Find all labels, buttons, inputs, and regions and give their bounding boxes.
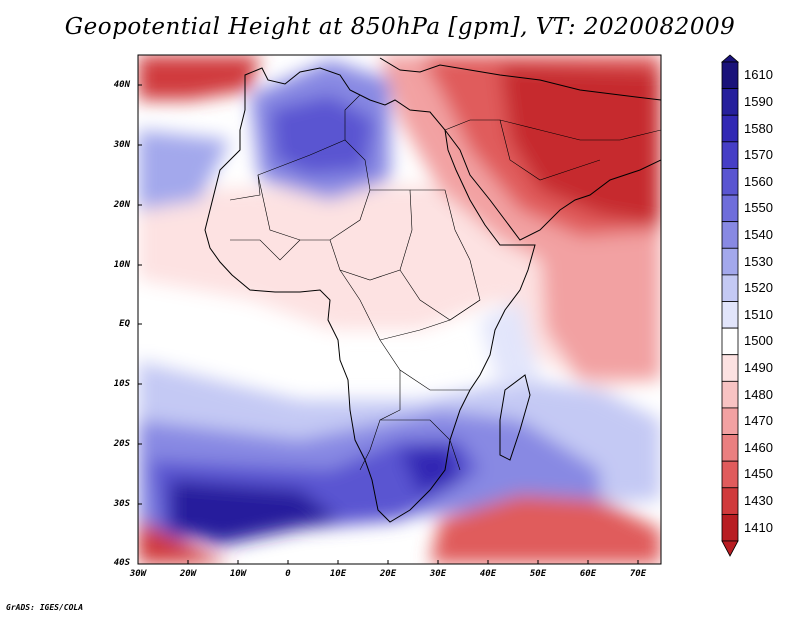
colorbar-label: 1590: [744, 93, 773, 109]
colorbar-label: 1430: [744, 493, 773, 509]
colorbar: [720, 54, 740, 557]
colorbar-box: [721, 354, 739, 382]
colorbar-box: [721, 88, 739, 116]
lat-label-10n: 10N: [113, 260, 130, 270]
colorbar-box: [721, 327, 739, 356]
lat-label-30s: 30S: [113, 499, 130, 509]
colorbar-label: 1580: [744, 120, 773, 136]
atlantic-blue: [138, 130, 230, 210]
lat-label-20n: 20N: [113, 200, 130, 210]
lat-label-40n: 40N: [113, 80, 130, 90]
colorbar-label: 1550: [744, 200, 773, 216]
colorbar-label: 1410: [744, 519, 773, 535]
colorbar-box: [721, 141, 739, 169]
indian-ocean-pink: [540, 230, 661, 380]
madagascar: [499, 374, 531, 461]
colorbar-label: 1500: [744, 333, 773, 349]
colorbar-box: [721, 247, 739, 276]
colorbar-label: 1560: [744, 173, 773, 189]
lon-label-10w: 10W: [229, 569, 247, 579]
lat-label-eq: EQ: [119, 319, 130, 329]
colorbar-box: [721, 380, 739, 409]
coastlines: [204, 57, 661, 523]
south-africa-high: [400, 445, 460, 495]
southern-trough-east: [430, 495, 661, 564]
colorbar-box: [721, 221, 739, 249]
colorbar-box: [721, 434, 739, 462]
grads-credit: GrADS: IGES/COLA: [6, 603, 84, 612]
borders: [229, 94, 661, 471]
east-africa-lightblue: [480, 300, 540, 390]
colorbar-box: [721, 168, 739, 196]
lon-label-50e: 50E: [529, 569, 547, 579]
colorbar-label: 1540: [744, 226, 773, 242]
south-atlantic-high-core: [170, 480, 340, 545]
lon-label-20e: 20E: [379, 569, 397, 579]
africa-coast: [204, 67, 536, 523]
lon-label-60e: 60E: [579, 569, 597, 579]
lon-label-10e: 10E: [329, 569, 347, 579]
colorbar-label: 1470: [744, 413, 773, 429]
colorbar-label: 1480: [744, 386, 773, 402]
colorbar-box: [721, 513, 739, 542]
colorbar-label: 1450: [744, 466, 773, 482]
lon-label-20w: 20W: [179, 569, 197, 579]
lat-label-40s: 40S: [113, 558, 130, 568]
colorbar-arrow-top: [720, 54, 740, 63]
lon-label-0: 0: [285, 569, 291, 579]
lat-label-20s: 20S: [113, 439, 130, 449]
colorbar-label: 1520: [744, 280, 773, 296]
map-title: Geopotential Height at 850hPa [gpm], VT:…: [64, 14, 736, 40]
colorbar-label: 1610: [744, 67, 773, 83]
lat-label-30n: 30N: [113, 140, 130, 150]
lon-label-70e: 70E: [629, 569, 647, 579]
mediterranean-coast: [379, 57, 661, 101]
lon-label-30e: 30E: [429, 569, 447, 579]
lat-label-10s: 10S: [113, 379, 130, 389]
colorbar-label: 1570: [744, 147, 773, 163]
colorbar-box: [721, 114, 739, 143]
colorbar-label: 1510: [744, 306, 773, 322]
colorbar-box: [721, 487, 739, 515]
colorbar-box: [721, 194, 739, 223]
sahara-high-core: [270, 95, 375, 175]
colorbar-box: [721, 460, 739, 489]
arabian-low-core: [500, 65, 661, 225]
colorbar-label: 1490: [744, 360, 773, 376]
colorbar-arrow-bottom: [721, 540, 739, 557]
lon-label-40e: 40E: [479, 569, 497, 579]
arabia-coast: [444, 129, 661, 241]
lon-label-30w: 30W: [129, 569, 147, 579]
equatorial-white: [138, 280, 330, 380]
southern-trough-west: [138, 520, 230, 564]
colorbar-box: [721, 301, 739, 329]
axis-ticks: [138, 84, 639, 564]
colorbar-box: [721, 407, 739, 435]
colorbar-label: 1460: [744, 439, 773, 455]
colorbar-box: [721, 274, 739, 302]
nw-red: [138, 55, 260, 100]
plot-frame: [137, 54, 662, 565]
colorbar-box: [721, 61, 739, 90]
colorbar-label: 1530: [744, 253, 773, 269]
height-field: [138, 55, 661, 564]
